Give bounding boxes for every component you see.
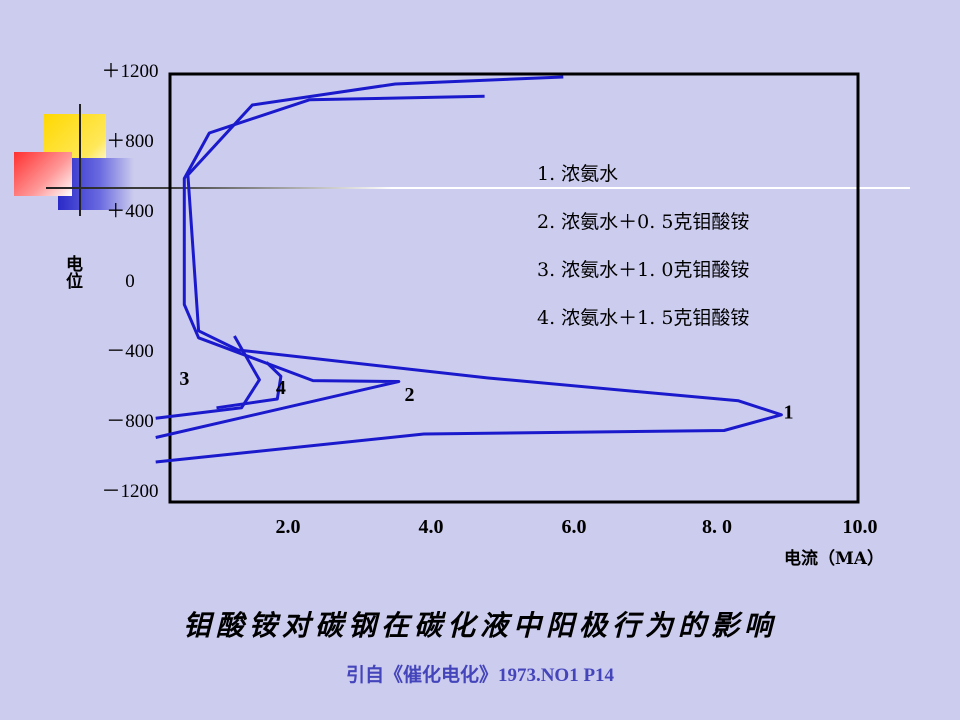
curve-label-4: 4 — [276, 377, 286, 399]
y-tick-label: －1200 — [101, 481, 158, 502]
legend-item-3: 3. 浓氨水＋1. 0克钼酸铵 — [537, 259, 749, 281]
curve-4 — [216, 361, 283, 410]
y-tick-label: －400 — [106, 341, 154, 362]
curve-2 — [155, 94, 485, 439]
y-tick-label: ＋1200 — [101, 61, 158, 82]
curve-label-1: 1 — [784, 401, 794, 423]
polarization-chart: ＋1200 ＋800 ＋400 0 －400 －800 －1200 2.0 4.0 6.0 8. … — [62, 61, 884, 569]
legend-item-1: 1. 浓氨水 — [537, 163, 618, 185]
curve-label-3: 3 — [179, 368, 189, 390]
curves — [155, 75, 783, 464]
figure-citation: 引自《催化电化》1973.NO1 P14 — [345, 665, 615, 686]
x-tick-label: 8. 0 — [702, 516, 732, 538]
x-tick-label: 6.0 — [562, 516, 587, 538]
y-tick-label: ＋400 — [106, 201, 154, 222]
legend: 1. 浓氨水 2. 浓氨水＋0. 5克钼酸铵 3. 浓氨水＋1. 0克钼酸铵 4… — [537, 163, 749, 329]
y-tick-label: 0 — [125, 271, 135, 292]
legend-item-2: 2. 浓氨水＋0. 5克钼酸铵 — [537, 211, 749, 233]
curve-label-2: 2 — [405, 384, 415, 406]
y-axis-label: 电位 — [62, 254, 83, 290]
decorative-vertical-line — [79, 104, 81, 216]
curve-3 — [155, 335, 261, 420]
curve-labels: 1 2 3 4 — [179, 368, 793, 423]
y-tick-label: ＋800 — [106, 131, 154, 152]
decorative-horizontal-line — [46, 187, 910, 189]
x-tick-label: 2.0 — [276, 516, 301, 538]
plot-frame — [168, 72, 860, 504]
x-tick-labels: 2.0 4.0 6.0 8. 0 10.0 — [276, 516, 878, 538]
y-tick-labels: ＋1200 ＋800 ＋400 0 －400 －800 －1200 — [101, 61, 158, 502]
x-axis-label: 电流（MA） — [784, 548, 884, 569]
x-tick-label: 10.0 — [843, 516, 878, 538]
x-tick-label: 4.0 — [419, 516, 444, 538]
figure-title: 钼酸铵对碳钢在碳化液中阳极行为的影响 — [182, 609, 777, 642]
y-tick-label: －800 — [106, 411, 154, 432]
legend-item-4: 4. 浓氨水＋1. 5克钼酸铵 — [537, 307, 749, 329]
curve-1 — [155, 75, 783, 464]
